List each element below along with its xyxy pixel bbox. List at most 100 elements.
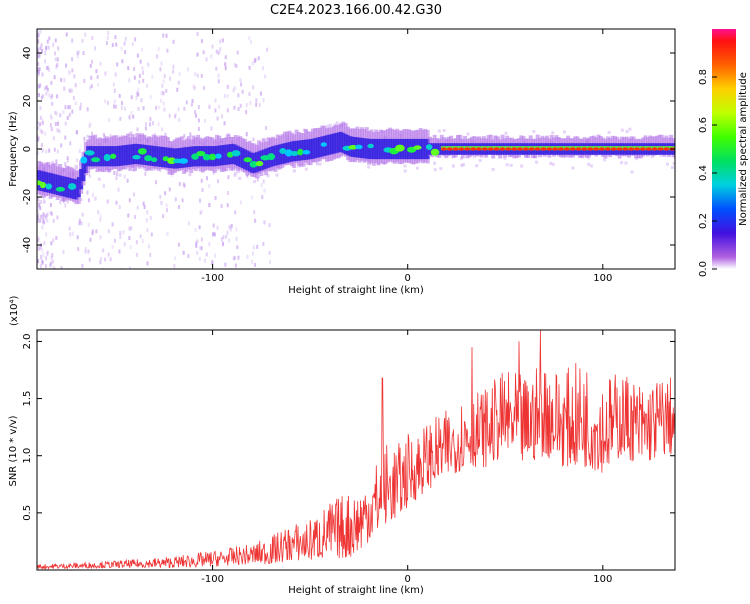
spectrogram-speckle: [197, 118, 200, 123]
spectrogram-speckle: [196, 239, 199, 244]
spectrogram-speckle: [74, 101, 77, 106]
spectrogram-speckle: [57, 46, 60, 51]
spectrogram-speckle: [60, 266, 63, 269]
spectrogram-speckle: [403, 169, 407, 173]
spectrogram-peak: [487, 147, 494, 151]
spectrogram-speckle: [77, 50, 80, 55]
spectrogram-core: [308, 139, 313, 160]
spectrogram-speckle: [51, 252, 54, 257]
spectrogram-speckle: [186, 67, 189, 72]
spectrogram-speckle: [52, 265, 55, 269]
spectrogram-core: [324, 135, 329, 156]
spectrogram-speckle: [38, 200, 41, 205]
spectrogram-speckle: [112, 82, 115, 87]
spectrogram-speckle: [120, 46, 123, 51]
spectrogram-speckle: [111, 222, 114, 227]
spectrogram-speckle: [437, 129, 441, 133]
spectrogram-speckle: [226, 203, 229, 208]
snr-y-multiplier: (x10⁴): [9, 295, 20, 326]
spectrogram-speckle: [89, 237, 92, 242]
spectrogram-core: [53, 174, 58, 195]
spectrogram-speckle: [190, 102, 193, 107]
spectrogram-peak: [628, 147, 635, 151]
spectrogram-speckle: [64, 162, 67, 167]
spectrogram-speckle: [212, 171, 215, 176]
spectrogram-speckle: [223, 94, 226, 99]
spectrogram-speckle: [95, 69, 98, 74]
spectrogram-speckle: [37, 151, 40, 156]
spectrogram-core: [313, 138, 318, 159]
spectrogram-speckle: [89, 63, 92, 68]
spectrogram-peak: [604, 147, 611, 151]
spectrogram-speckle: [137, 106, 140, 111]
y-tick-label: 1.5: [22, 391, 33, 407]
spectrogram-speckle: [237, 93, 240, 98]
spectrogram-speckle: [236, 50, 239, 55]
spectrogram-speckle: [222, 235, 225, 240]
spectrogram-speckle: [119, 235, 122, 240]
spectrogram-speckle: [49, 123, 52, 128]
spectrogram-ridge: [675, 146, 683, 150]
spectrogram-speckle: [262, 241, 265, 246]
spectrogram-speckle: [200, 237, 203, 242]
spectrogram-speckle: [54, 51, 57, 56]
spectrogram-speckle: [191, 98, 194, 103]
spectrogram-blob: [150, 157, 158, 163]
spectrogram-speckle: [169, 76, 172, 81]
spectrogram-speckle: [146, 228, 149, 233]
spectrogram-speckle: [99, 217, 102, 222]
spectrogram-speckle: [51, 160, 54, 165]
spectrogram-speckle: [50, 115, 53, 120]
spectrogram-speckle: [173, 263, 176, 268]
spectrogram-speckle: [45, 45, 48, 50]
spectrogram-speckle: [37, 120, 40, 125]
spectrogram-blob: [202, 153, 211, 161]
spectrogram-speckle: [314, 160, 318, 164]
spectrogram-speckle: [196, 52, 199, 57]
spectrogram-core: [189, 146, 194, 167]
spectrogram-speckle: [162, 33, 165, 38]
spectrogram-core: [376, 138, 381, 160]
spectrogram-core: [420, 138, 425, 160]
spectrogram-speckle: [137, 87, 140, 92]
spectrogram-peak: [458, 147, 465, 151]
spectrogram-speckle: [168, 113, 171, 118]
spectrogram-speckle: [262, 220, 265, 225]
spectrogram-blob: [215, 153, 222, 159]
spectrogram-speckle: [56, 57, 59, 62]
spectrogram-speckle: [205, 252, 208, 257]
spectrogram-core: [132, 143, 137, 165]
spectrogram-speckle: [92, 193, 95, 198]
spectrogram-core: [55, 174, 60, 195]
spectrogram-speckle: [59, 113, 62, 118]
spectrogram-speckle: [114, 35, 117, 40]
spectrogram-blob: [297, 148, 304, 156]
spectrogram-speckle: [587, 162, 591, 166]
spectrogram-speckle: [174, 256, 177, 261]
spectrogram-speckle: [136, 205, 139, 210]
spectrogram-blob: [55, 186, 66, 192]
spectrogram-speckle: [63, 78, 66, 83]
spectrogram-speckle: [62, 110, 65, 115]
spectrogram-speckle: [134, 37, 137, 42]
spectrogram-speckle: [83, 78, 86, 83]
spectrogram-speckle: [39, 46, 42, 51]
spectrogram-core: [430, 143, 435, 155]
spectrogram-speckle: [197, 127, 200, 132]
spectrogram-speckle: [55, 111, 58, 116]
spectrogram-speckle: [72, 96, 75, 101]
spectrogram-speckle: [133, 66, 136, 71]
spectrogram-speckle: [257, 175, 261, 179]
spectrogram-core: [51, 173, 56, 194]
spectrogram-speckle: [174, 197, 177, 202]
spectrogram-speckle: [116, 62, 119, 67]
spectrogram-speckle: [194, 72, 197, 77]
spectrogram-core: [90, 146, 95, 167]
spectrogram-core: [329, 134, 334, 155]
spectrogram-speckle: [145, 122, 148, 127]
spectrogram-speckle: [205, 57, 208, 62]
spectrogram-speckle: [138, 79, 141, 84]
spectrogram-speckle: [128, 198, 131, 203]
spectrogram-core: [404, 138, 409, 160]
spectrogram-speckle: [76, 158, 79, 163]
